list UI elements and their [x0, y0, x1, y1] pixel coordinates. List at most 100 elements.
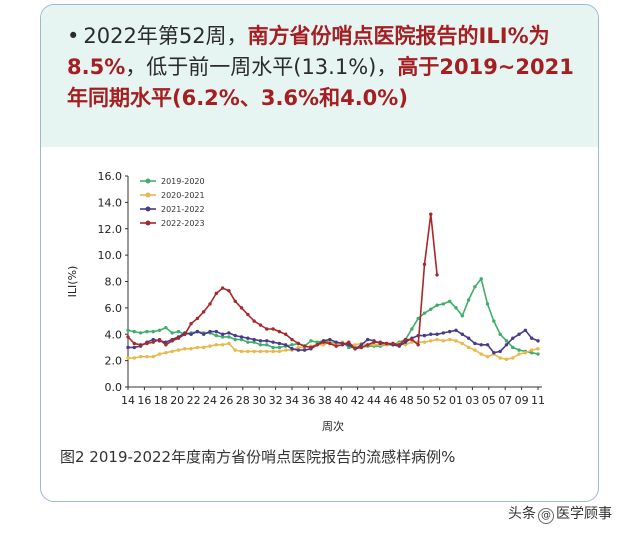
data-point-2020-2021 — [246, 349, 250, 354]
data-point-2021-2022 — [227, 331, 231, 335]
x-tick-label: 36 — [301, 394, 315, 407]
legend-swatch-marker — [145, 178, 151, 184]
data-point-2021-2022 — [258, 339, 263, 343]
data-point-2022-2023 — [176, 336, 181, 340]
data-point-2021-2022 — [328, 337, 332, 342]
data-point-2020-2021 — [517, 352, 521, 356]
data-point-2020-2021 — [138, 354, 143, 359]
data-point-2021-2022 — [429, 332, 433, 336]
data-point-2020-2021 — [164, 351, 168, 355]
data-point-2020-2021 — [473, 348, 477, 352]
data-point-2019-2020 — [422, 311, 427, 315]
data-point-2021-2022 — [246, 336, 250, 340]
x-tick-label: 07 — [498, 394, 512, 407]
data-point-2022-2023 — [309, 345, 313, 350]
y-tick-label: 12.0 — [98, 223, 123, 236]
data-point-2020-2021 — [321, 343, 326, 347]
data-point-2021-2022 — [265, 339, 269, 343]
data-point-2022-2023 — [164, 343, 168, 347]
data-point-2021-2022 — [365, 337, 370, 342]
x-tick-label: 14 — [121, 394, 135, 407]
data-point-2021-2022 — [523, 328, 528, 332]
data-point-2022-2023 — [132, 341, 137, 346]
data-point-2021-2022 — [454, 328, 458, 332]
data-point-2021-2022 — [435, 332, 439, 336]
data-point-2022-2023 — [252, 319, 256, 323]
data-point-2022-2023 — [347, 340, 351, 344]
data-point-2020-2021 — [441, 339, 446, 343]
x-tick-label: 11 — [531, 394, 545, 407]
data-point-2021-2022 — [517, 332, 521, 336]
data-point-2019-2020 — [498, 332, 502, 336]
x-tick-label: 48 — [400, 394, 414, 407]
data-point-2022-2023 — [208, 302, 212, 306]
data-point-2019-2020 — [290, 343, 294, 347]
data-point-2021-2022 — [334, 340, 338, 344]
data-point-2022-2023 — [214, 291, 219, 296]
data-point-2022-2023 — [227, 289, 231, 293]
data-point-2020-2021 — [233, 348, 237, 352]
data-point-2021-2022 — [359, 343, 364, 347]
data-point-2021-2022 — [460, 332, 465, 336]
data-point-2019-2020 — [416, 316, 420, 321]
summary-part-current-ili: 南方省份哨点医院报告的ILI%为8.5% — [67, 24, 550, 79]
summary-part-previous-week: ，低于前一周水平(13.1%)， — [125, 55, 398, 79]
data-point-2020-2021 — [435, 337, 439, 342]
data-point-2020-2021 — [195, 345, 200, 350]
data-point-2020-2021 — [504, 357, 509, 362]
summary-part-comparison: 高于2019~2021年同期水平(6.2%、3.6%和4.0%) — [67, 55, 574, 110]
data-point-2019-2020 — [239, 337, 244, 342]
data-point-2021-2022 — [189, 332, 193, 336]
x-tick-label: 22 — [187, 394, 201, 407]
data-point-2022-2023 — [126, 335, 130, 339]
data-point-2019-2020 — [529, 351, 534, 355]
data-point-2021-2022 — [277, 341, 282, 346]
data-point-2020-2021 — [258, 349, 263, 354]
data-point-2019-2020 — [227, 335, 231, 339]
data-point-2019-2020 — [220, 335, 225, 339]
data-point-2020-2021 — [271, 349, 275, 354]
data-point-2019-2020 — [347, 345, 351, 350]
data-point-2019-2020 — [473, 285, 477, 289]
data-point-2019-2020 — [466, 298, 471, 302]
data-point-2022-2023 — [290, 337, 294, 342]
y-tick-label: 4.0 — [105, 328, 123, 341]
data-point-2019-2020 — [309, 339, 313, 343]
y-tick-label: 6.0 — [105, 302, 123, 315]
data-point-2020-2021 — [157, 352, 162, 356]
summary-header: • 2022年第52周，南方省份哨点医院报告的ILI%为8.5%，低于前一周水平(… — [41, 5, 598, 147]
data-point-2022-2023 — [195, 316, 200, 321]
data-point-2020-2021 — [252, 349, 256, 354]
data-point-2021-2022 — [504, 343, 509, 347]
data-point-2022-2023 — [403, 337, 408, 342]
data-point-2020-2021 — [227, 341, 231, 346]
data-point-2022-2023 — [138, 343, 143, 347]
x-tick-label: 24 — [203, 394, 217, 407]
data-point-2022-2023 — [151, 340, 155, 344]
data-point-2020-2021 — [176, 348, 181, 352]
data-point-2020-2021 — [132, 356, 137, 360]
y-tick-label: 8.0 — [105, 276, 123, 289]
summary-text: • 2022年第52周，南方省份哨点医院报告的ILI%为8.5%，低于前一周水平(… — [67, 21, 587, 114]
data-point-2019-2020 — [214, 333, 219, 338]
data-point-2022-2023 — [283, 332, 288, 336]
watermark-prefix: 头条 — [508, 506, 536, 522]
data-point-2020-2021 — [498, 356, 502, 360]
x-tick-label: 38 — [318, 394, 332, 407]
data-point-2021-2022 — [290, 347, 294, 351]
summary-part-week: 2022年第52周， — [83, 24, 248, 48]
data-point-2021-2022 — [422, 333, 427, 338]
data-point-2020-2021 — [403, 343, 408, 347]
legend-swatch-marker — [145, 206, 151, 212]
y-tick-label: 10.0 — [98, 249, 123, 262]
y-tick-label: 2.0 — [105, 355, 123, 368]
data-point-2022-2023 — [410, 337, 414, 342]
data-point-2021-2022 — [233, 333, 237, 338]
legend-label: 2022-2023 — [161, 219, 205, 228]
data-point-2019-2020 — [265, 343, 269, 347]
data-point-2020-2021 — [454, 339, 458, 343]
data-point-2019-2020 — [441, 302, 446, 306]
data-point-2019-2020 — [429, 307, 433, 311]
data-point-2021-2022 — [536, 339, 540, 343]
data-point-2019-2020 — [435, 303, 439, 307]
